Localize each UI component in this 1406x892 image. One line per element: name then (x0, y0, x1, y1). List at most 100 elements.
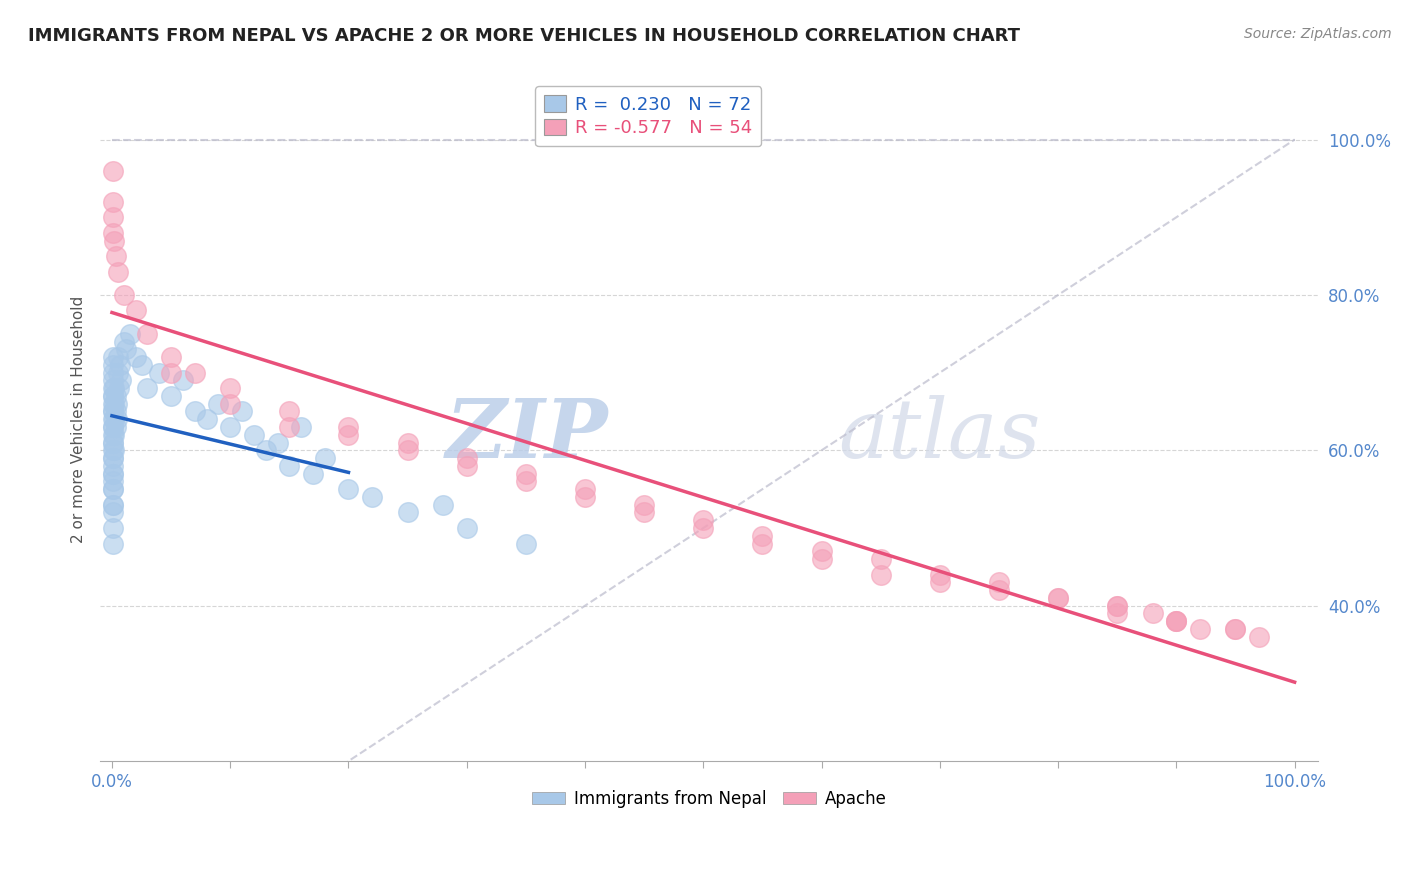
Point (101, 506, 124, 520)
Point (396, 435, 419, 450)
Point (101, 536, 124, 550)
Point (1166, 614, 1188, 628)
Point (104, 420, 127, 434)
Point (751, 529, 773, 543)
Point (160, 389, 183, 403)
Point (692, 513, 714, 527)
Point (1107, 599, 1129, 613)
Text: atlas: atlas (838, 395, 1040, 475)
Point (987, 583, 1010, 598)
Point (515, 536, 537, 550)
Text: ZIP: ZIP (446, 395, 609, 475)
Point (107, 366, 129, 380)
Point (396, 443, 419, 458)
Point (219, 420, 242, 434)
Point (136, 381, 159, 395)
Point (219, 397, 242, 411)
Point (101, 163, 124, 178)
Point (574, 482, 596, 496)
Point (1047, 591, 1070, 605)
Point (101, 521, 124, 535)
Point (1166, 614, 1188, 628)
Point (928, 567, 950, 582)
Point (160, 350, 183, 364)
Point (101, 389, 124, 403)
Point (1188, 622, 1211, 636)
Point (987, 575, 1010, 590)
Point (101, 194, 124, 209)
Point (101, 397, 124, 411)
Point (101, 420, 124, 434)
Point (101, 358, 124, 372)
Point (1166, 614, 1188, 628)
Point (107, 265, 129, 279)
Point (131, 358, 153, 372)
Point (231, 404, 253, 418)
Point (101, 475, 124, 489)
Point (103, 427, 125, 442)
Point (101, 451, 124, 466)
Point (107, 350, 129, 364)
Point (278, 458, 301, 473)
Point (574, 490, 596, 504)
Point (110, 373, 132, 387)
Point (810, 552, 832, 566)
Point (810, 544, 832, 558)
Point (456, 521, 478, 535)
Point (1047, 591, 1070, 605)
Point (1249, 630, 1271, 644)
Point (124, 350, 146, 364)
Point (243, 427, 266, 442)
Point (184, 366, 207, 380)
Point (101, 451, 124, 466)
Point (101, 482, 124, 496)
Point (101, 458, 124, 473)
Point (101, 482, 124, 496)
Point (337, 427, 360, 442)
Point (396, 506, 419, 520)
Point (136, 326, 159, 341)
Point (515, 467, 537, 481)
Point (314, 451, 336, 466)
Point (1107, 607, 1129, 621)
Point (633, 498, 655, 512)
Text: IMMIGRANTS FROM NEPAL VS APACHE 2 OR MORE VEHICLES IN HOUSEHOLD CORRELATION CHAR: IMMIGRANTS FROM NEPAL VS APACHE 2 OR MOR… (28, 27, 1021, 45)
Point (101, 404, 124, 418)
Point (101, 211, 124, 225)
Point (101, 381, 124, 395)
Point (118, 326, 141, 341)
Point (337, 420, 360, 434)
Point (160, 366, 183, 380)
Point (184, 404, 207, 418)
Point (515, 475, 537, 489)
Point (101, 404, 124, 418)
Point (108, 381, 131, 395)
Point (101, 412, 124, 426)
Point (115, 343, 138, 357)
Point (290, 420, 312, 434)
Point (432, 498, 454, 512)
Point (266, 435, 288, 450)
Point (278, 404, 301, 418)
Point (110, 358, 132, 372)
Point (101, 226, 124, 240)
Point (254, 443, 277, 458)
Point (103, 412, 125, 426)
Point (456, 451, 478, 466)
Point (1107, 599, 1129, 613)
Point (101, 498, 124, 512)
Point (928, 575, 950, 590)
Point (101, 443, 124, 458)
Point (456, 458, 478, 473)
Point (104, 404, 127, 418)
Point (1142, 607, 1164, 621)
Point (101, 389, 124, 403)
Point (101, 373, 124, 387)
Point (105, 397, 128, 411)
Point (361, 490, 384, 504)
Point (751, 536, 773, 550)
Point (207, 397, 229, 411)
Point (103, 397, 125, 411)
Point (103, 443, 125, 458)
Point (172, 373, 194, 387)
